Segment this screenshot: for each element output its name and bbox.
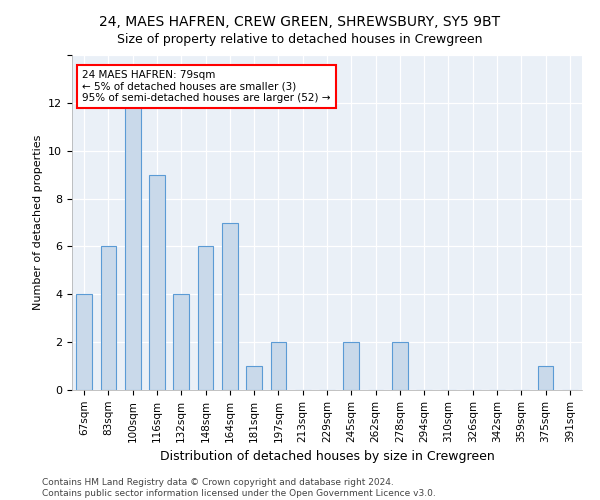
Text: 24 MAES HAFREN: 79sqm
← 5% of detached houses are smaller (3)
95% of semi-detach: 24 MAES HAFREN: 79sqm ← 5% of detached h… [82,70,331,103]
Text: Size of property relative to detached houses in Crewgreen: Size of property relative to detached ho… [117,32,483,46]
Bar [538,366,553,390]
Bar [222,222,238,390]
Bar [149,174,165,390]
Y-axis label: Number of detached properties: Number of detached properties [32,135,43,310]
Text: 24, MAES HAFREN, CREW GREEN, SHREWSBURY, SY5 9BT: 24, MAES HAFREN, CREW GREEN, SHREWSBURY,… [100,15,500,29]
Bar [343,342,359,390]
Bar [246,366,262,390]
Bar [271,342,286,390]
Bar [76,294,92,390]
Bar [392,342,408,390]
Bar [173,294,189,390]
X-axis label: Distribution of detached houses by size in Crewgreen: Distribution of detached houses by size … [160,450,494,463]
Bar [101,246,116,390]
Bar [197,246,214,390]
Bar [125,103,140,390]
Text: Contains HM Land Registry data © Crown copyright and database right 2024.
Contai: Contains HM Land Registry data © Crown c… [42,478,436,498]
